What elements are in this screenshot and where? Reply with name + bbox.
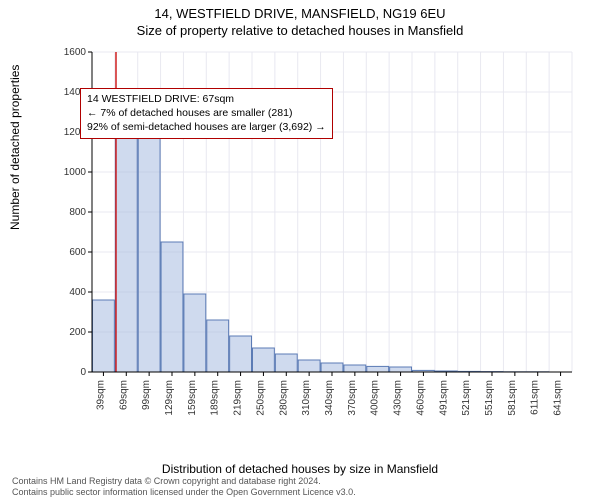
svg-text:129sqm: 129sqm	[164, 380, 175, 416]
bar	[138, 132, 160, 372]
svg-text:430sqm: 430sqm	[393, 380, 404, 416]
annotation-line2: ← 7% of detached houses are smaller (281…	[87, 106, 326, 120]
annotation-line3: 92% of semi-detached houses are larger (…	[87, 120, 326, 134]
svg-text:400sqm: 400sqm	[370, 380, 381, 416]
bar	[390, 367, 412, 372]
annotation-box: 14 WESTFIELD DRIVE: 67sqm ← 7% of detach…	[80, 88, 333, 139]
chart-title-sub: Size of property relative to detached ho…	[0, 21, 600, 38]
svg-text:1600: 1600	[64, 48, 87, 58]
svg-text:159sqm: 159sqm	[187, 380, 198, 416]
bar	[321, 363, 343, 372]
svg-text:340sqm: 340sqm	[324, 380, 335, 416]
svg-text:491sqm: 491sqm	[438, 380, 449, 416]
svg-text:460sqm: 460sqm	[415, 380, 426, 416]
svg-text:280sqm: 280sqm	[278, 380, 289, 416]
bar	[115, 122, 137, 372]
svg-text:0: 0	[80, 367, 86, 378]
svg-text:189sqm: 189sqm	[210, 380, 221, 416]
bar	[184, 294, 206, 372]
svg-text:219sqm: 219sqm	[233, 380, 244, 416]
svg-text:370sqm: 370sqm	[347, 380, 358, 416]
svg-text:39sqm: 39sqm	[95, 380, 106, 410]
bar	[344, 365, 366, 372]
svg-text:400: 400	[69, 287, 86, 298]
svg-text:310sqm: 310sqm	[301, 380, 312, 416]
bar	[367, 366, 389, 372]
svg-text:611sqm: 611sqm	[530, 380, 541, 415]
bar	[207, 320, 229, 372]
svg-text:200: 200	[69, 327, 86, 338]
svg-text:1000: 1000	[64, 167, 87, 178]
svg-text:521sqm: 521sqm	[461, 380, 472, 416]
svg-text:69sqm: 69sqm	[118, 380, 129, 410]
attribution: Contains HM Land Registry data © Crown c…	[12, 476, 356, 499]
chart-container: 14, WESTFIELD DRIVE, MANSFIELD, NG19 6EU…	[0, 0, 600, 500]
svg-text:250sqm: 250sqm	[255, 380, 266, 416]
bar	[275, 354, 297, 372]
svg-text:641sqm: 641sqm	[553, 380, 564, 416]
x-axis-label: Distribution of detached houses by size …	[0, 462, 600, 476]
bar	[161, 242, 183, 372]
svg-text:581sqm: 581sqm	[507, 380, 518, 416]
bar	[253, 348, 275, 372]
svg-text:551sqm: 551sqm	[484, 380, 495, 416]
y-axis-label: Number of detached properties	[8, 65, 22, 230]
annotation-line1: 14 WESTFIELD DRIVE: 67sqm	[87, 92, 326, 106]
svg-text:600: 600	[69, 247, 86, 258]
chart-title-main: 14, WESTFIELD DRIVE, MANSFIELD, NG19 6EU	[0, 0, 600, 21]
attribution-line1: Contains HM Land Registry data © Crown c…	[12, 476, 356, 487]
svg-text:99sqm: 99sqm	[141, 380, 152, 410]
bar	[230, 336, 252, 372]
svg-text:800: 800	[69, 207, 86, 218]
bar	[93, 300, 115, 372]
bar	[298, 360, 320, 372]
attribution-line2: Contains public sector information licen…	[12, 487, 356, 498]
